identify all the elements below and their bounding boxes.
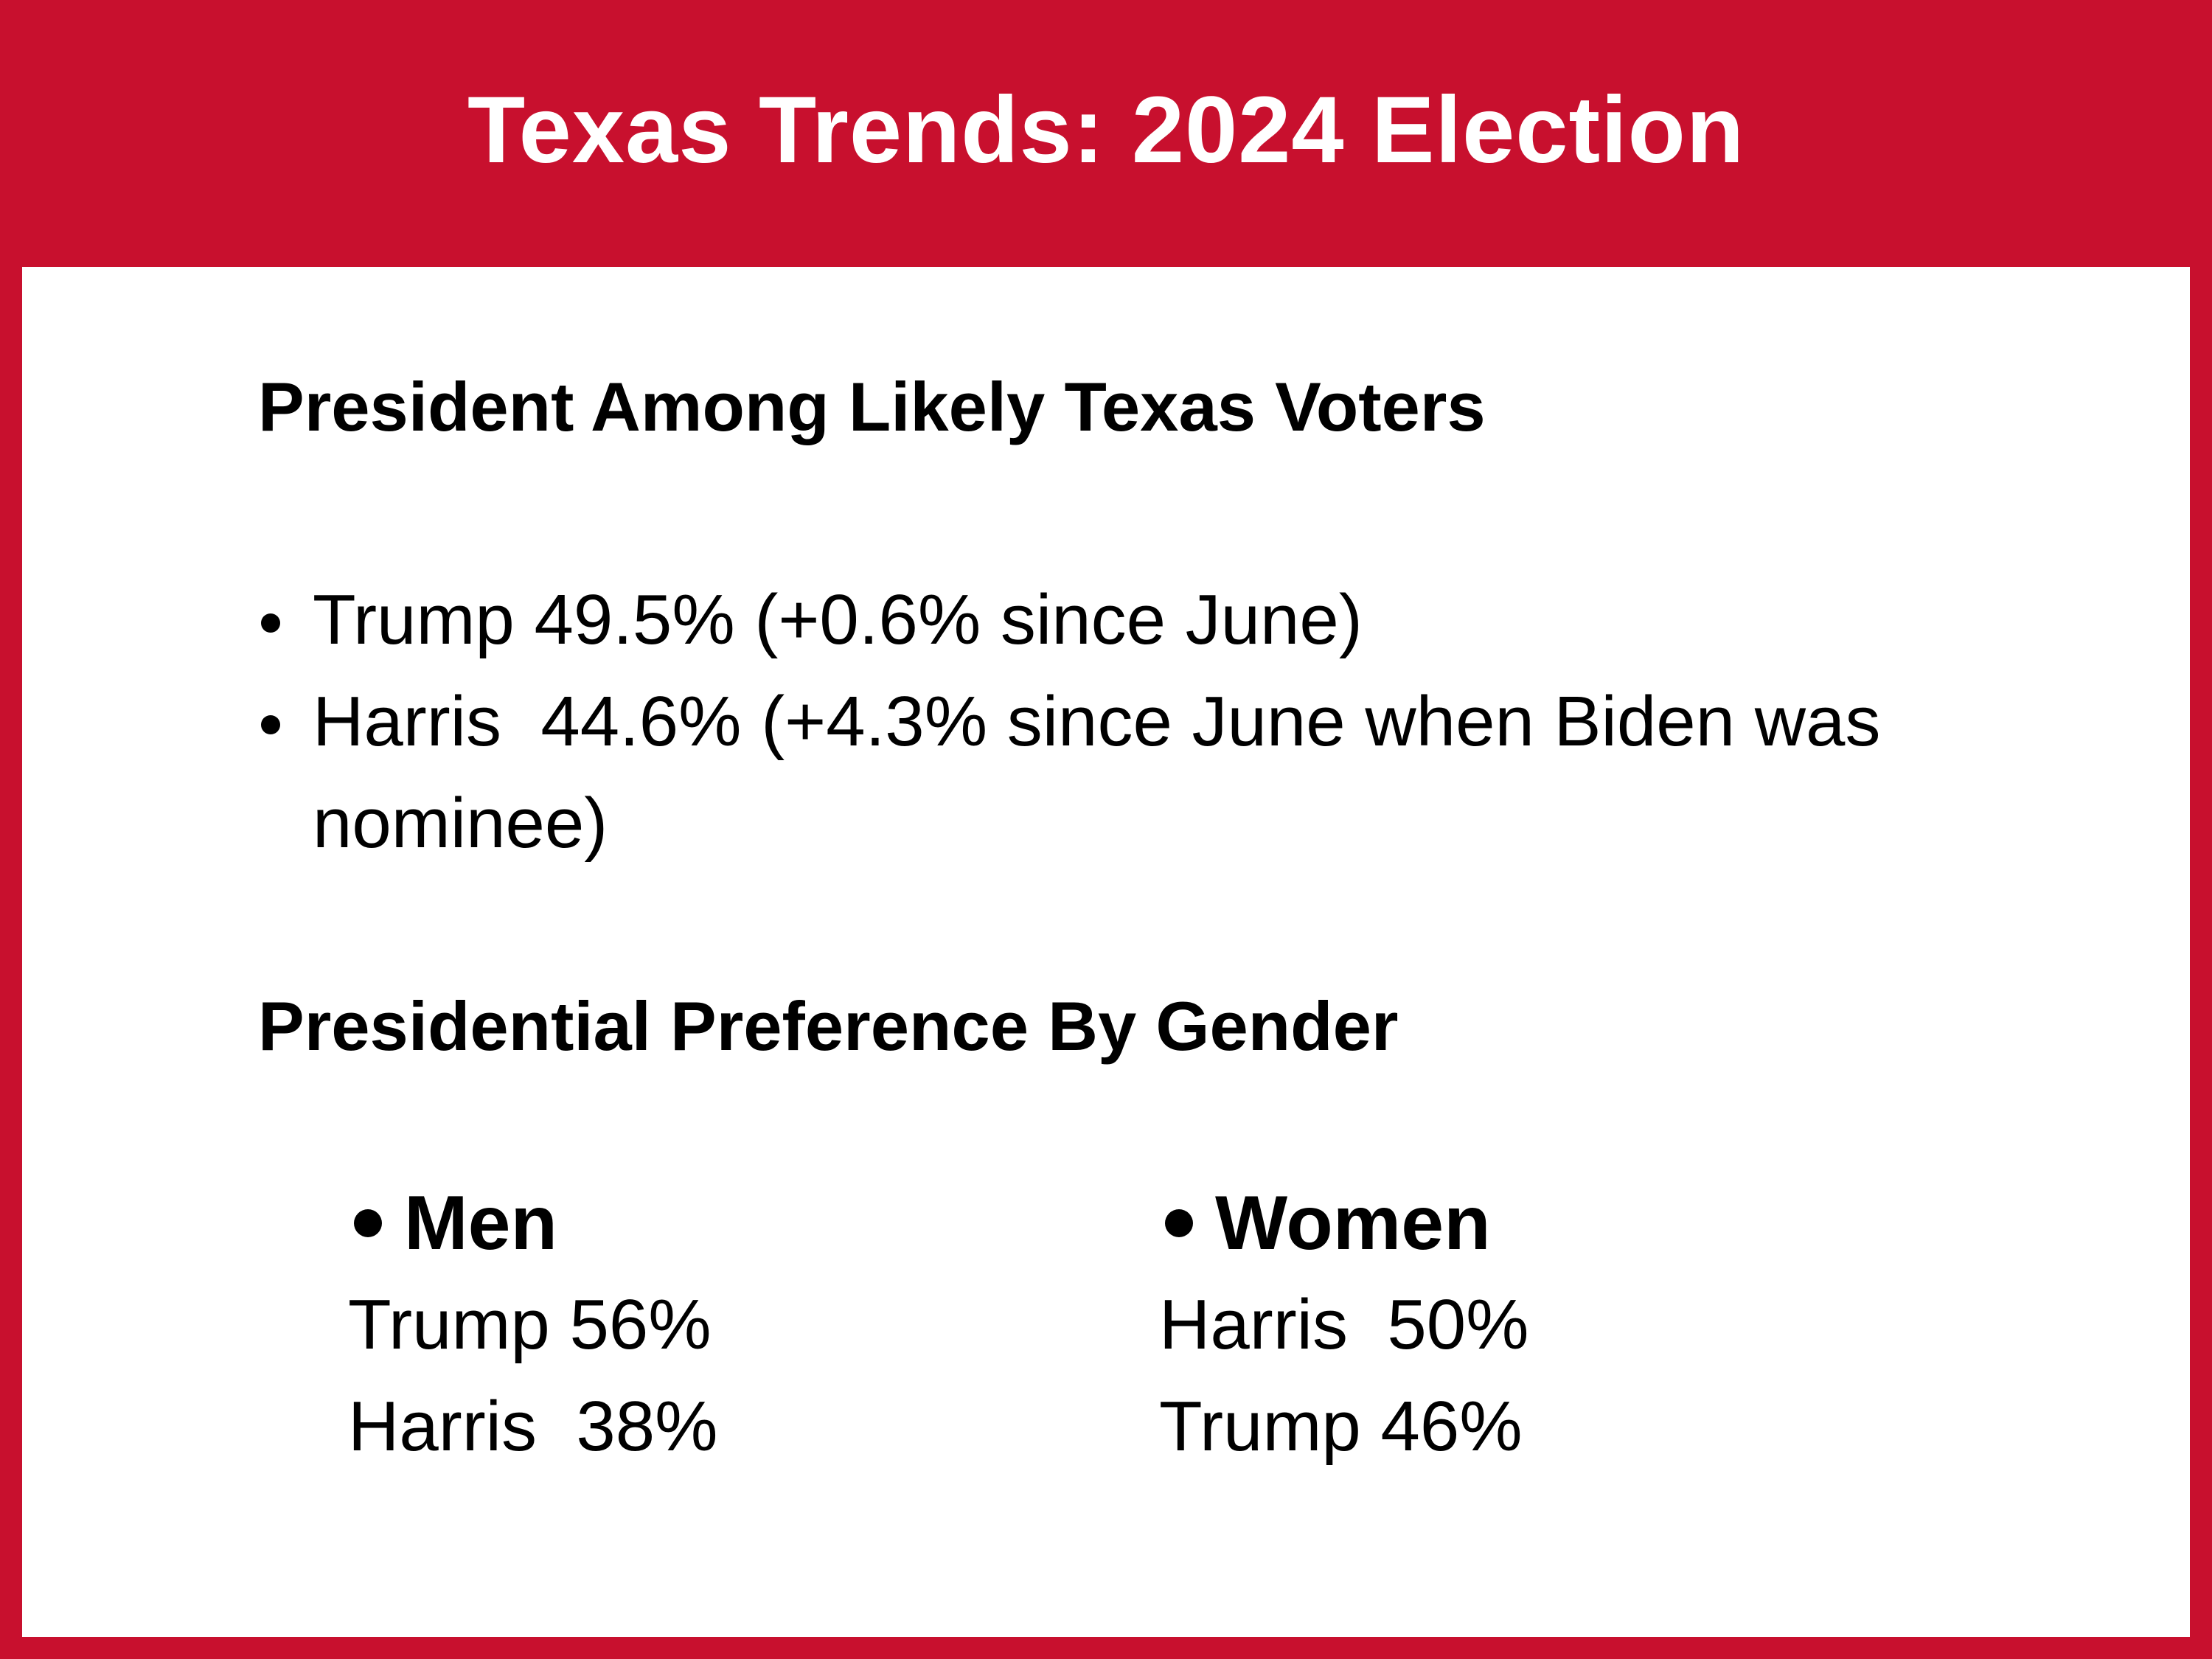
gender-heading-women: Women	[1159, 1172, 1528, 1274]
list-item: Harris 44.6% (+4.3% since June when Bide…	[258, 671, 2065, 874]
page-title: Texas Trends: 2024 Election	[467, 77, 1745, 183]
women-line-1: Harris 50%	[1159, 1285, 1529, 1364]
gender-label-men: Men	[404, 1180, 557, 1266]
women-line-2: Trump 46%	[1159, 1387, 1523, 1466]
gender-column-men: Men Trump 56% Harris 38%	[348, 1172, 717, 1478]
bullet-icon	[261, 613, 280, 633]
gender-label-women: Women	[1215, 1180, 1491, 1266]
bullet-text-trump: Trump 49.5% (+0.6% since June)	[313, 580, 1363, 659]
bullet-text-harris: Harris 44.6% (+4.3% since June when Bide…	[313, 682, 1901, 863]
gender-heading-men: Men	[348, 1172, 717, 1274]
bullet-icon	[1165, 1209, 1193, 1237]
president-bullet-list: Trump 49.5% (+0.6% since June) Harris 44…	[258, 569, 2065, 874]
bullet-icon	[261, 715, 280, 734]
men-line-2: Harris 38%	[348, 1387, 718, 1466]
men-line-1: Trump 56%	[348, 1285, 712, 1364]
header-banner: Texas Trends: 2024 Election	[0, 0, 2212, 267]
section-heading-president: President Among Likely Texas Voters	[258, 368, 1486, 445]
gender-column-women: Women Harris 50% Trump 46%	[1159, 1172, 1528, 1478]
bullet-icon	[354, 1209, 382, 1237]
list-item: Trump 49.5% (+0.6% since June)	[258, 569, 2065, 671]
section-heading-gender: Presidential Preference By Gender	[258, 987, 1399, 1065]
